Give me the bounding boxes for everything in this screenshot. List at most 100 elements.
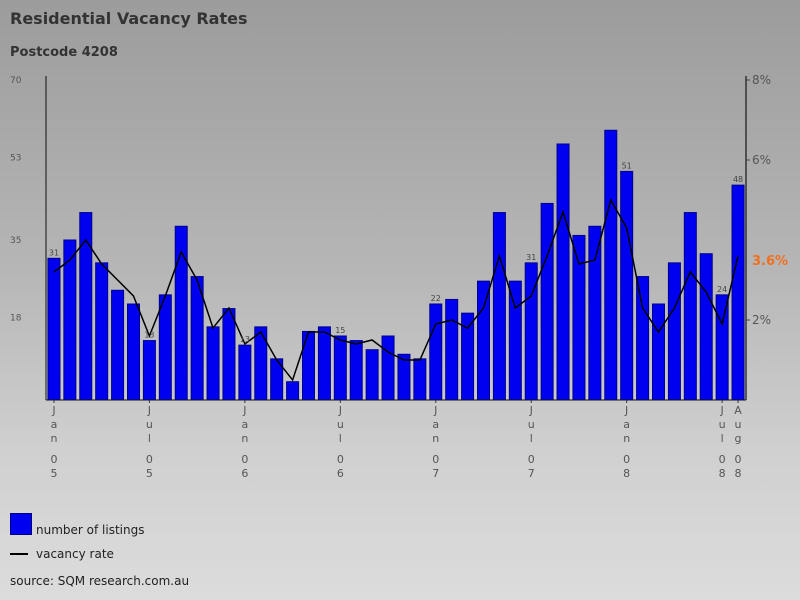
x-label-year-char: 6 <box>337 467 344 480</box>
data-label: 24 <box>717 285 727 294</box>
axes <box>45 76 747 401</box>
bar <box>429 303 443 401</box>
right-tick-2%: 2% <box>752 313 771 327</box>
bar <box>652 303 665 401</box>
x-label-month-char: n <box>50 432 57 445</box>
bar <box>508 280 522 401</box>
x-label-month-char: J <box>51 404 55 417</box>
bar <box>47 257 61 401</box>
x-label-year-char: 0 <box>50 453 57 466</box>
bar <box>731 184 745 401</box>
bar <box>127 303 140 401</box>
bar <box>397 353 411 401</box>
data-label: 13 <box>144 331 154 340</box>
x-label-year-char: 5 <box>146 467 153 480</box>
bar <box>286 381 300 401</box>
x-label-month-char: g <box>735 432 742 445</box>
current-rate-label: 3.6% <box>752 254 788 269</box>
x-label-year-char: 0 <box>719 453 726 466</box>
bar <box>206 326 220 401</box>
bar <box>254 326 268 401</box>
legend-bars-label: number of listings <box>36 523 145 537</box>
x-label-month-char: n <box>432 432 439 445</box>
x-label-year-char: 0 <box>432 453 439 466</box>
legend-line-label: vacancy rate <box>36 547 114 561</box>
bar-series <box>47 129 745 401</box>
x-label-month-char: l <box>148 432 151 445</box>
x-label-year-char: 7 <box>432 467 439 480</box>
x-label-year-char: 7 <box>528 467 535 480</box>
x-label-year-char: 0 <box>146 453 153 466</box>
line-series <box>53 198 739 382</box>
bar <box>556 143 570 401</box>
x-label-month-char: u <box>146 418 153 431</box>
data-label: 48 <box>733 175 743 184</box>
x-label-month-char: n <box>623 432 630 445</box>
x-label-month-char: J <box>624 404 628 417</box>
chart-subtitle: Postcode 4208 <box>10 45 118 60</box>
x-label-jul-06: Jul 06 <box>337 400 344 480</box>
left-tick-35: 35 <box>10 236 21 246</box>
data-label: 51 <box>622 161 632 170</box>
x-label-jan-06: Jan 06 <box>241 400 248 480</box>
bar <box>317 326 331 401</box>
x-label-year-char: 0 <box>623 453 630 466</box>
x-label-month-char: J <box>242 404 246 417</box>
data-label: 15 <box>335 326 345 335</box>
x-label-month-char: u <box>719 418 726 431</box>
x-label-jul-05: Jul 05 <box>146 400 153 480</box>
bar <box>636 276 650 401</box>
x-axis-labels: Jan05Jul05Jan06Jul06Jan07Jul07Jan08Jul08… <box>50 400 742 480</box>
x-label-jul-07: Jul 07 <box>528 400 535 480</box>
bar <box>413 358 427 401</box>
left-tick-53: 53 <box>10 154 21 164</box>
chart-title: Residential Vacancy Rates <box>10 9 248 28</box>
x-label-year-char: 0 <box>735 453 742 466</box>
bar <box>142 340 156 401</box>
x-label-jan-07: Jan 07 <box>432 400 439 480</box>
right-tick-8%: 8% <box>752 73 771 87</box>
x-label-month-char: n <box>241 432 248 445</box>
x-label-year-char: 0 <box>528 453 535 466</box>
bar <box>445 298 459 401</box>
legend-line-swatch <box>10 553 28 555</box>
data-label: 22 <box>431 294 441 303</box>
data-label: 31 <box>49 248 59 257</box>
right-tick-6%: 6% <box>752 153 771 167</box>
x-label-year-char: 8 <box>623 467 630 480</box>
bar <box>381 335 395 401</box>
data-label: 13 <box>240 335 250 344</box>
data-label: 31 <box>526 253 536 262</box>
x-label-month-char: u <box>735 418 742 431</box>
bar <box>588 225 602 401</box>
bar <box>238 344 252 401</box>
x-label-jul-08: Jul 08 <box>719 400 726 480</box>
x-label-month-char: J <box>529 404 533 417</box>
bar <box>620 170 634 401</box>
x-label-month-char: a <box>432 418 439 431</box>
bar <box>492 212 506 401</box>
left-tick-18: 18 <box>10 314 22 324</box>
bar <box>683 212 697 401</box>
x-label-year-char: 8 <box>735 467 742 480</box>
data-labels: 31 13 13 15 22 31 51 24 48 <box>49 161 743 344</box>
right-axis-ticks: 8% 6% 2% <box>746 73 771 327</box>
x-label-month-char: l <box>721 432 724 445</box>
bar <box>349 340 363 401</box>
x-label-jan-08: Jan 08 <box>623 400 630 480</box>
x-label-month-char: a <box>241 418 248 431</box>
bar <box>477 280 490 401</box>
x-label-month-char: J <box>433 404 437 417</box>
bar <box>572 234 586 401</box>
bar <box>222 308 236 401</box>
x-label-year-char: 0 <box>337 453 344 466</box>
source-text: source: SQM research.com.au <box>10 574 190 588</box>
left-axis-ticks: 70 53 35 18 <box>10 76 22 324</box>
x-label-month-char: J <box>147 404 151 417</box>
bar <box>667 262 681 401</box>
x-label-year-char: 0 <box>241 453 248 466</box>
bar <box>365 349 379 401</box>
x-label-year-char: 5 <box>50 467 57 480</box>
x-label-month-char: J <box>720 404 724 417</box>
